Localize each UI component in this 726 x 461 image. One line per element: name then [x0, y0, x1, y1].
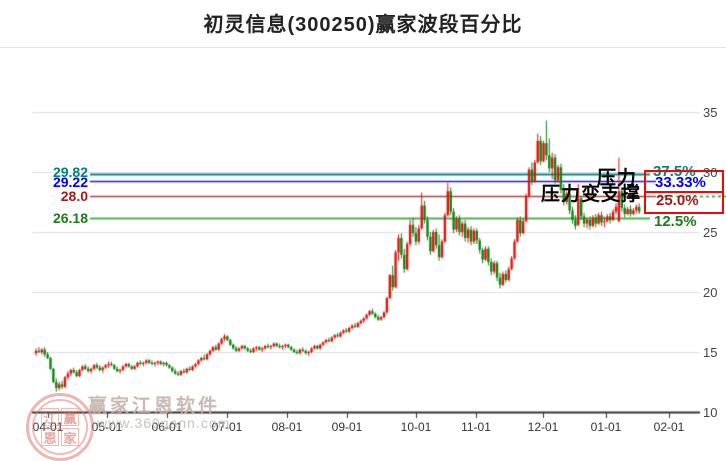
x-axis-tick-12-01: 12-01: [527, 420, 559, 434]
level-price-26.18: 26.18: [52, 210, 88, 226]
x-axis-tick-02-01: 02-01: [653, 420, 685, 434]
level-percent-25.0: 25.0%: [656, 192, 699, 209]
y-axis-tick-25: 25: [703, 225, 718, 240]
level-price-29.22: 29.22: [52, 174, 88, 190]
level-percent-12.5: 12.5%: [654, 213, 697, 230]
annotation-pressure-to-support: 压力变支撑: [541, 184, 642, 205]
candlestick-chart-canvas[interactable]: [0, 0, 726, 450]
pressure-highlight-box-2: [644, 191, 724, 214]
level-price-29.82: 29.82: [52, 164, 88, 180]
level-price-28.0: 28.0: [60, 188, 88, 204]
x-axis-tick-08-01: 08-01: [271, 420, 303, 434]
y-axis-tick-20: 20: [703, 285, 718, 300]
y-axis-tick-15: 15: [703, 345, 718, 360]
level-percent-33.33: 33.33%: [655, 174, 706, 191]
x-axis-tick-11-01: 11-01: [461, 420, 491, 434]
watermark-seal-logo: 江 赢 恩 家: [26, 393, 94, 461]
watermark-url-text: www.360gann.com: [97, 415, 231, 431]
x-axis-tick-06-01: 06-01: [151, 420, 183, 434]
annotation-pressure: 压力: [597, 168, 638, 189]
seal-char: 赢: [61, 408, 79, 426]
y-axis-tick-10: 10: [703, 405, 718, 420]
x-axis-tick-07-01: 07-01: [211, 420, 243, 434]
y-axis-tick-30: 30: [703, 165, 718, 180]
x-axis-tick-05-01: 05-01: [91, 420, 123, 434]
x-axis-tick-10-01: 10-01: [400, 420, 432, 434]
seal-char: 家: [61, 428, 79, 446]
x-axis-tick-01-01: 01-01: [590, 420, 622, 434]
seal-char: 江: [41, 408, 59, 426]
seal-char: 恩: [41, 428, 59, 446]
x-axis-tick-09-01: 09-01: [331, 420, 363, 434]
watermark-brand-text: 赢家江恩软件: [88, 396, 221, 417]
y-axis-tick-35: 35: [703, 105, 718, 120]
